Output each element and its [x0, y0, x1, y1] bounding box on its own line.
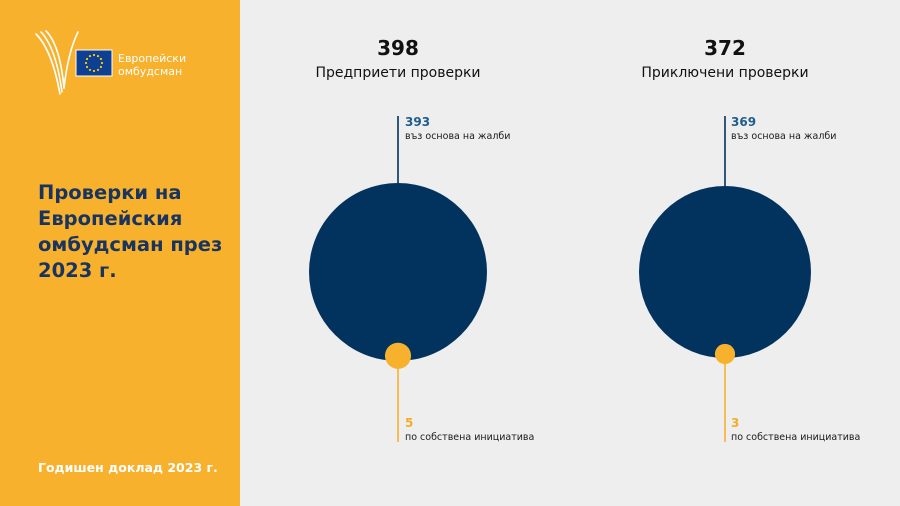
bubble-own-initiative — [714, 343, 736, 365]
eu-star-icon — [96, 68, 100, 72]
label-started-complaints: въз основа на жалби — [405, 131, 511, 142]
eu-star-icon — [85, 65, 89, 69]
eu-flag-icon — [75, 49, 113, 77]
eu-star-icon — [88, 68, 92, 72]
value-closed-complaints: 369 — [731, 115, 757, 129]
bubble-charts — [309, 116, 811, 442]
label-closed-complaints: въз основа на жалби — [731, 131, 837, 142]
eu-star-icon — [85, 57, 89, 61]
logo-text: Европейски омбудсман — [118, 52, 186, 78]
panel-head-started: 398 Предприети проверки — [268, 35, 528, 83]
value-started-own-initiative: 5 — [405, 416, 414, 430]
title-closed: Приключени проверки — [641, 65, 809, 81]
logo-line-1: Европейски — [118, 52, 187, 65]
eu-star-icon — [96, 54, 100, 58]
bubble-complaints — [309, 183, 487, 361]
value-closed-own-initiative: 3 — [731, 416, 740, 430]
annotation-started-own-initiative: 5 по собствена инициатива — [405, 416, 534, 444]
ombudsman-logo: Европейски омбудсман — [34, 30, 194, 96]
title-started: Предприети проверки — [315, 65, 481, 81]
report-footer: Годишен доклад 2023 г. — [38, 460, 218, 475]
bubble-own-initiative — [384, 342, 412, 369]
eu-star-icon — [84, 61, 88, 65]
bubble-complaints — [639, 186, 811, 358]
eu-star-icon — [92, 69, 96, 73]
annotation-closed-complaints: 369 въз основа на жалби — [731, 115, 836, 143]
value-started-complaints: 393 — [405, 115, 431, 129]
eu-star-icon — [100, 61, 104, 65]
logo-v-mark-icon — [35, 30, 79, 95]
eu-star-icon — [92, 53, 96, 57]
label-started-own-initiative: по собствена инициатива — [405, 432, 535, 443]
chart-area: 398 Предприети проверки 372 Приключени п… — [240, 0, 900, 506]
eu-star-icon — [99, 65, 103, 69]
panel-head-closed: 372 Приключени проверки — [595, 35, 855, 83]
logo-line-2: омбудсман — [118, 65, 183, 78]
total-started: 398 — [377, 36, 419, 60]
annotation-started-complaints: 393 въз основа на жалби — [405, 115, 510, 143]
total-closed: 372 — [704, 36, 746, 60]
eu-star-icon — [88, 54, 92, 58]
label-closed-own-initiative: по собствена инициатива — [731, 432, 861, 443]
eu-star-icon — [99, 57, 103, 61]
sidebar: Европейски омбудсман Проверки на Европей… — [0, 0, 240, 506]
annotation-closed-own-initiative: 3 по собствена инициатива — [731, 416, 860, 444]
page-title: Проверки на Европейския омбудсман през 2… — [38, 181, 223, 282]
